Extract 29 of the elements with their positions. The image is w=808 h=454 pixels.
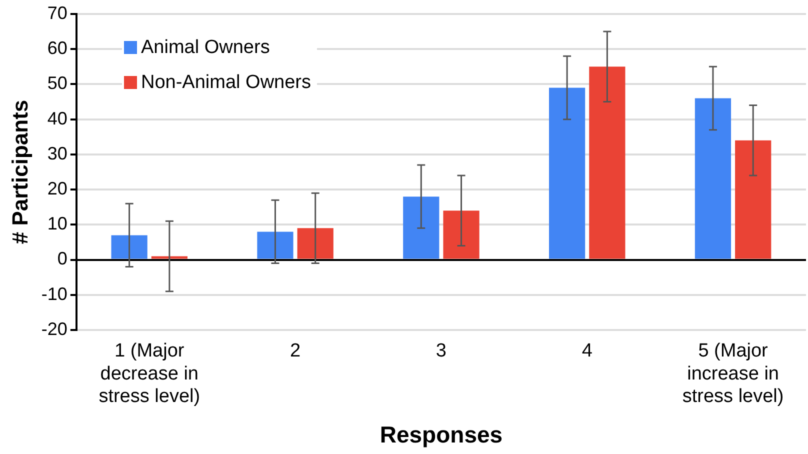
bar (257, 232, 294, 259)
y-tick-label: 60 (47, 38, 68, 58)
y-tick-label: 10 (47, 214, 68, 234)
bar (151, 256, 188, 259)
bar (694, 98, 732, 259)
x-tick-label: 4 (582, 340, 593, 362)
bar (297, 228, 334, 259)
y-tick-label: 20 (47, 178, 68, 199)
y-tick-label: 0 (57, 248, 68, 269)
bar (111, 235, 148, 259)
x-tick-label: 5 (Major increase in stress level) (682, 340, 784, 408)
y-axis-title: # Participants (7, 100, 32, 244)
x-axis-title: Responses (380, 422, 503, 448)
bar (735, 140, 772, 259)
y-tick-label: 70 (47, 2, 68, 23)
legend-label: Animal Owners (141, 36, 270, 58)
bar (403, 196, 440, 259)
legend-label: Non-Animal Owners (141, 72, 311, 94)
x-tick-label: 1 (Major decrease in stress level) (98, 340, 200, 408)
y-tick-label: 50 (47, 73, 68, 94)
bar (443, 210, 480, 259)
y-tick-label: 30 (47, 143, 68, 164)
x-tick-label: 2 (290, 340, 301, 362)
bar (589, 66, 626, 259)
bar (549, 88, 586, 259)
y-tick-label: -20 (41, 318, 68, 339)
y-tick-label: 40 (47, 108, 68, 128)
x-tick-label: 3 (436, 340, 446, 362)
y-tick-label: -10 (41, 284, 68, 304)
